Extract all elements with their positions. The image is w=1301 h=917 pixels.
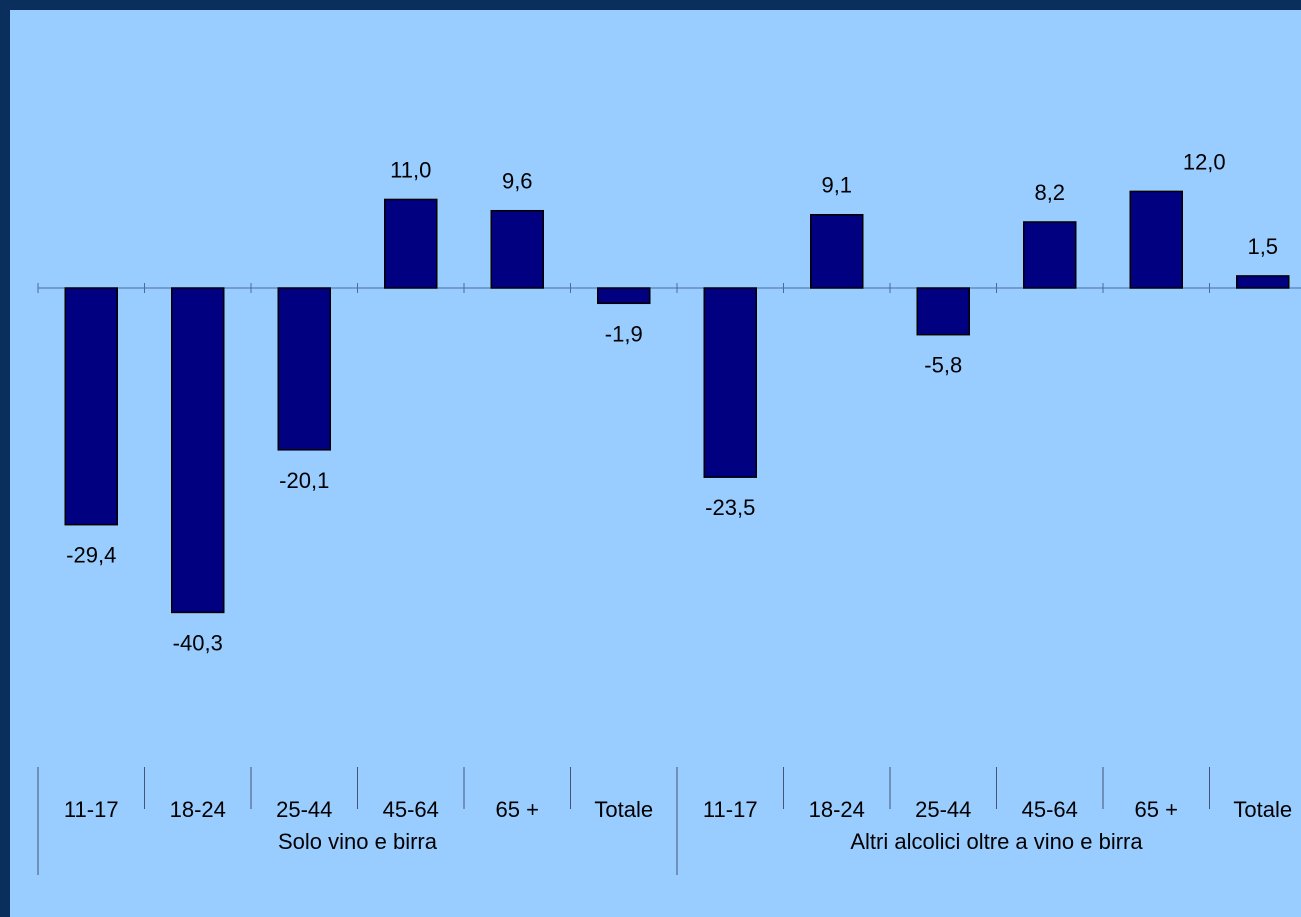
- bar-chart: -29,4 11-17 -40,3 18-24 -20,1 25-44 11,0 45-64 9…: [10, 10, 1301, 917]
- axis-layer: [38, 283, 1301, 875]
- category-label: Totale: [1233, 797, 1292, 822]
- data-label: 9,1: [821, 173, 852, 198]
- bar: [278, 288, 330, 450]
- category-label: 25-44: [915, 797, 971, 822]
- bar: [704, 288, 756, 477]
- bar: [1237, 276, 1289, 288]
- data-label: 12,0: [1183, 149, 1226, 174]
- category-label: 25-44: [276, 797, 332, 822]
- data-label: 8,2: [1034, 180, 1065, 205]
- data-label: -40,3: [173, 630, 223, 655]
- bars-layer: [65, 191, 1289, 612]
- group-label: Solo vino e birra: [278, 829, 438, 854]
- bar: [491, 211, 543, 288]
- category-label: 45-64: [383, 797, 439, 822]
- labels-layer: -29,4 11-17 -40,3 18-24 -20,1 25-44 11,0 45-64 9…: [64, 149, 1292, 854]
- data-label: -5,8: [924, 353, 962, 378]
- data-label: -29,4: [66, 543, 116, 568]
- category-label: 11-17: [64, 797, 119, 822]
- category-label: Totale: [594, 797, 653, 822]
- data-label: 9,6: [502, 169, 533, 194]
- group-label: Altri alcolici oltre a vino e birra: [850, 829, 1143, 854]
- category-label: 65 +: [1135, 797, 1178, 822]
- category-label: 18-24: [170, 797, 226, 822]
- data-label: 1,5: [1247, 234, 1278, 259]
- bar: [65, 288, 117, 525]
- bar: [917, 288, 969, 335]
- bar: [1130, 191, 1182, 288]
- bar: [172, 288, 224, 612]
- category-label: 45-64: [1022, 797, 1078, 822]
- bar: [385, 199, 437, 288]
- bar: [811, 215, 863, 288]
- category-label: 11-17: [703, 797, 758, 822]
- category-label: 65 +: [496, 797, 539, 822]
- data-label: -20,1: [279, 468, 329, 493]
- data-label: -23,5: [705, 495, 755, 520]
- category-label: 18-24: [809, 797, 865, 822]
- bar: [1024, 222, 1076, 288]
- data-label: -1,9: [605, 321, 643, 346]
- data-label: 11,0: [390, 157, 431, 182]
- bar: [598, 288, 650, 303]
